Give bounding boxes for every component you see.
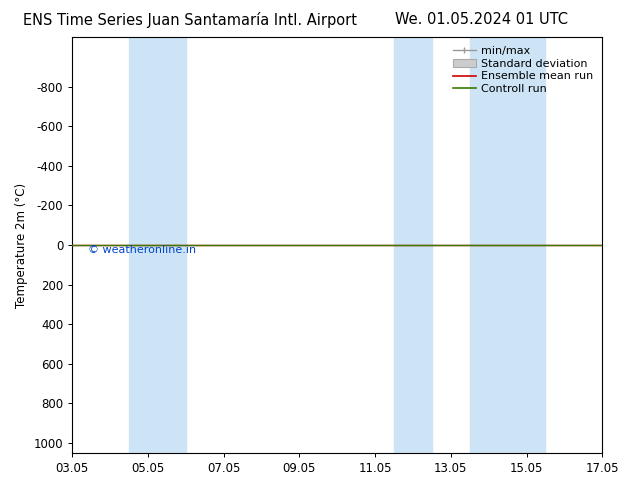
Legend: min/max, Standard deviation, Ensemble mean run, Controll run: min/max, Standard deviation, Ensemble me… xyxy=(450,43,597,98)
Bar xyxy=(129,37,186,453)
Y-axis label: Temperature 2m (°C): Temperature 2m (°C) xyxy=(15,182,28,308)
Text: ENS Time Series Juan Santamaría Intl. Airport: ENS Time Series Juan Santamaría Intl. Ai… xyxy=(23,12,357,28)
Bar xyxy=(470,37,545,453)
Bar xyxy=(394,37,432,453)
Text: © weatheronline.in: © weatheronline.in xyxy=(88,245,197,255)
Text: We. 01.05.2024 01 UTC: We. 01.05.2024 01 UTC xyxy=(396,12,568,27)
